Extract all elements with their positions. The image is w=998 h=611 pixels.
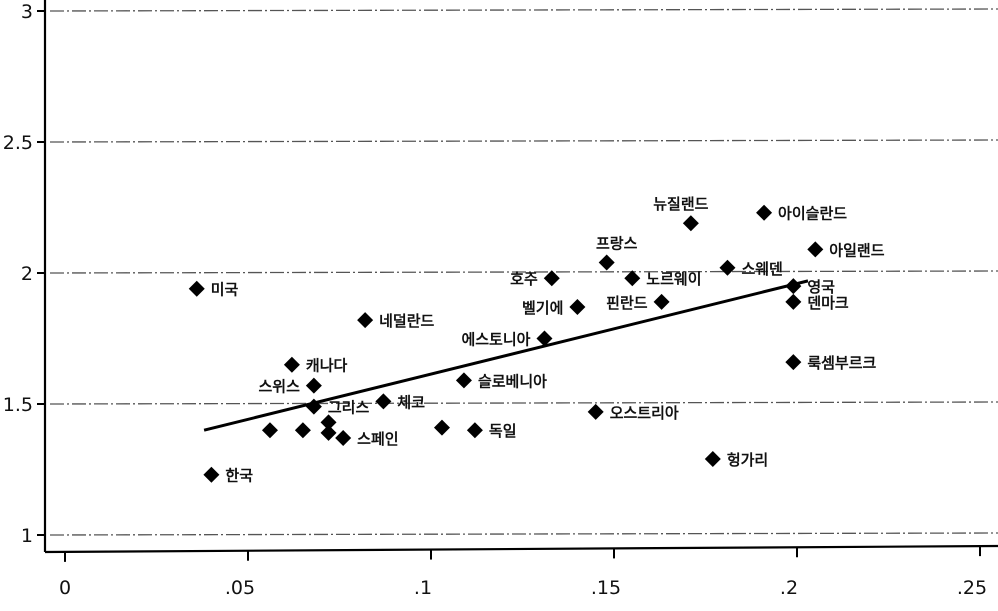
y-tick-label: 1.5 xyxy=(3,394,33,416)
x-tick-label: .2 xyxy=(780,577,798,599)
data-point-marker xyxy=(357,312,374,329)
data-point-marker xyxy=(466,422,483,439)
point-label: 네덜란드 xyxy=(379,312,434,330)
point-label: 캐나다 xyxy=(306,357,348,375)
x-tick-label: .25 xyxy=(957,577,987,599)
point-label: 아일랜드 xyxy=(829,241,884,259)
y-tick-label: 1 xyxy=(21,525,33,547)
point-label: 아이슬란드 xyxy=(778,205,847,223)
data-point-marker xyxy=(320,424,337,441)
x-tick-label: .15 xyxy=(591,577,621,599)
axes xyxy=(43,0,998,554)
y-tick-label: 2.5 xyxy=(3,132,33,154)
gridline-y xyxy=(49,401,998,405)
trend-line xyxy=(203,279,809,432)
data-point-marker xyxy=(320,414,337,431)
data-point-marker xyxy=(305,377,322,394)
data-point-marker xyxy=(624,270,641,287)
x-tick-label: .05 xyxy=(225,577,255,599)
gridline-y xyxy=(49,139,998,143)
data-point-marker xyxy=(719,259,736,276)
gridline-y xyxy=(49,8,998,12)
point-label: 호주 xyxy=(510,270,538,288)
x-tick-label: .1 xyxy=(414,577,432,599)
data-point-marker xyxy=(335,430,352,447)
data-point-marker xyxy=(785,293,802,310)
point-label: 핀란드 xyxy=(606,294,648,312)
axis-ticks: 1 1.5 2 2.5 3 0 .05 .1 .15 .2 .25 xyxy=(3,1,987,599)
data-point-marker xyxy=(785,354,802,371)
data-point-marker xyxy=(305,398,322,415)
data-point-marker xyxy=(536,330,553,347)
trend-line-group xyxy=(203,279,809,432)
data-point-marker xyxy=(203,466,220,483)
point-label: 그리스 xyxy=(328,399,370,417)
data-point-marker xyxy=(704,451,721,468)
gridline-y xyxy=(49,532,998,536)
point-label: 벨기에 xyxy=(522,299,563,317)
point-label: 스위스 xyxy=(258,378,300,396)
data-point-marker xyxy=(756,204,773,221)
point-label: 스웨덴 xyxy=(741,260,782,278)
point-label: 영국 xyxy=(807,278,835,296)
data-point-marker xyxy=(188,280,205,297)
point-label: 슬로베니아 xyxy=(478,372,547,390)
gridlines xyxy=(49,8,998,536)
data-point-marker xyxy=(785,278,802,295)
data-point-marker xyxy=(261,422,278,439)
data-point-marker xyxy=(569,299,586,316)
data-point-marker xyxy=(598,254,615,271)
point-label: 한국 xyxy=(225,467,253,485)
data-point-marker xyxy=(653,293,670,310)
point-label: 독일 xyxy=(489,422,517,440)
data-point-marker xyxy=(433,419,450,436)
y-tick-label: 2 xyxy=(21,263,33,285)
point-label: 미국 xyxy=(211,281,239,299)
point-label: 뉴질랜드 xyxy=(653,195,708,213)
point-label: 오스트리아 xyxy=(610,404,679,422)
point-label: 헝가리 xyxy=(727,451,768,469)
data-point-marker xyxy=(283,356,300,373)
data-point-marker xyxy=(807,241,824,258)
point-label: 에스토니아 xyxy=(461,331,530,349)
data-point-marker xyxy=(455,372,472,389)
x-axis-line xyxy=(44,544,998,554)
data-point-marker xyxy=(587,403,604,420)
data-points xyxy=(188,204,824,483)
gridline-y xyxy=(49,270,998,274)
point-label: 룩셈부르크 xyxy=(807,354,876,372)
point-label: 노르웨이 xyxy=(646,270,701,288)
data-point-marker xyxy=(294,422,311,439)
y-tick-label: 3 xyxy=(21,1,33,23)
point-label: 프랑스 xyxy=(596,235,638,253)
point-label: 스페인 xyxy=(357,430,398,448)
x-tick-label: 0 xyxy=(59,577,71,599)
data-point-marker xyxy=(682,215,699,232)
data-point-marker xyxy=(543,270,560,287)
data-point-marker xyxy=(375,393,392,410)
point-label: 덴마크 xyxy=(807,294,849,312)
point-label: 체코 xyxy=(397,393,425,411)
